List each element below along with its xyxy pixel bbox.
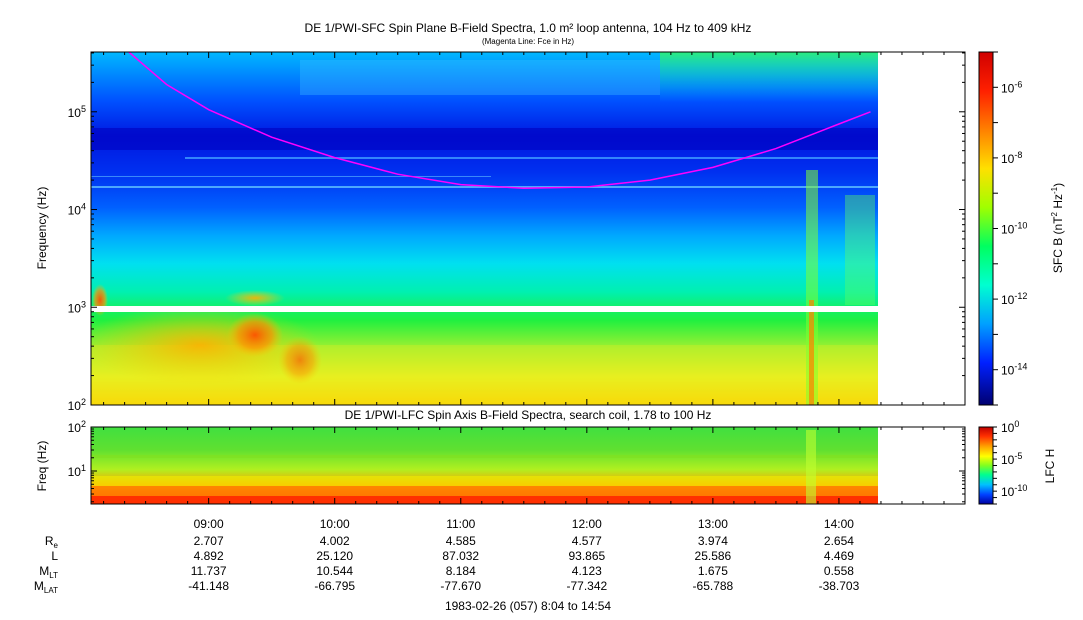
sfc-colorbar-tick-label: 10-10 xyxy=(1001,221,1027,237)
time-caption: 1983-02-26 (057) 8:04 to 14:54 xyxy=(445,599,611,613)
ephemeris-value: 4.002 xyxy=(320,534,350,548)
lfc-colorbar-label: LFC H xyxy=(1043,449,1057,484)
time-axis-labels: 09:00 10:00 11:00 12:00 13:00 14:00 xyxy=(194,517,855,531)
sfc-y-tick-labels: 102 103 104 105 xyxy=(68,104,86,413)
sfc-emission-tail xyxy=(278,336,322,384)
lfc-y-tick-label: 102 xyxy=(68,419,86,435)
sfc-title: DE 1/PWI-SFC Spin Plane B-Field Spectra,… xyxy=(305,21,752,35)
sfc-hf-band-streaks xyxy=(300,60,660,95)
sfc-emission-upper xyxy=(225,290,285,306)
sfc-y-tick-label: 105 xyxy=(68,104,86,120)
sfc-colorbar-ticks: 10-6 10-8 10-10 10-12 10-14 xyxy=(993,51,1027,406)
time-tick-label: 10:00 xyxy=(320,517,350,531)
sfc-y-ticks xyxy=(91,52,965,406)
fce-line xyxy=(128,52,871,190)
lfc-colorbar-tick-label: 100 xyxy=(1001,419,1019,435)
ephemeris-value: 8.184 xyxy=(446,564,476,578)
ephemeris-value: 4.892 xyxy=(194,549,224,563)
lfc-band-yellow xyxy=(91,476,878,486)
sfc-hf-band-green xyxy=(660,52,878,102)
sfc-line-2 xyxy=(91,186,878,188)
sfc-y-tick-label: 102 xyxy=(68,397,86,413)
sfc-line-1 xyxy=(185,157,878,159)
ephemeris-value: 1.675 xyxy=(698,564,728,578)
sfc-burst-core xyxy=(809,300,814,405)
sfc-spectrogram xyxy=(91,52,878,405)
sfc-line-3 xyxy=(91,176,491,177)
ephemeris-value: 0.558 xyxy=(824,564,854,578)
ephemeris-value: 87.032 xyxy=(442,549,479,563)
ephemeris-value: 4.469 xyxy=(824,549,854,563)
ephemeris-value: 25.120 xyxy=(316,549,353,563)
ephemeris-value: 4.123 xyxy=(572,564,602,578)
sfc-colorbar-tick-label: 10-12 xyxy=(1001,291,1027,307)
lfc-colorbar-tick-label: 10-10 xyxy=(1001,483,1027,499)
ephemeris-value: 2.654 xyxy=(824,534,854,548)
lfc-colorbar-tick-label: 10-5 xyxy=(1001,451,1022,467)
ephemeris-value: 10.544 xyxy=(316,564,353,578)
ephemeris-row-label: MLAT xyxy=(34,579,58,595)
ephemeris-value: 93.865 xyxy=(568,549,605,563)
lfc-y-tick-labels: 101 102 xyxy=(68,419,86,479)
ephemeris-value: -38.703 xyxy=(819,579,860,593)
sfc-subtitle: (Magenta Line: Fce in Hz) xyxy=(482,37,574,46)
lfc-colorbar-ticks: 100 10-5 10-10 xyxy=(993,419,1027,505)
sfc-dark-band xyxy=(91,128,878,150)
sfc-gap xyxy=(91,306,878,312)
lfc-title: DE 1/PWI-LFC Spin Axis B-Field Spectra, … xyxy=(345,408,712,422)
sfc-y-tick-label: 103 xyxy=(68,299,86,315)
sfc-y-tick-label: 104 xyxy=(68,202,86,218)
ephemeris-row-label: MLT xyxy=(39,564,58,580)
time-tick-label: 13:00 xyxy=(698,517,728,531)
ephemeris-value: -77.670 xyxy=(440,579,481,593)
sfc-colorbar-tick-label: 10-6 xyxy=(1001,79,1022,95)
lfc-spectrogram xyxy=(91,427,878,504)
ephemeris-value: 25.586 xyxy=(695,549,732,563)
time-tick-label: 11:00 xyxy=(446,517,475,531)
lfc-band-orange xyxy=(91,486,878,496)
lfc-ylabel: Freq (Hz) xyxy=(35,441,49,492)
ephemeris-value: 4.577 xyxy=(572,534,602,548)
ephemeris-value: -41.148 xyxy=(188,579,229,593)
sfc-ylabel: Frequency (Hz) xyxy=(35,187,49,270)
ephemeris-value: -65.788 xyxy=(693,579,734,593)
ephemeris-row-label: L xyxy=(51,549,58,563)
time-tick-label: 09:00 xyxy=(194,517,224,531)
sfc-colorbar-label: SFC B (nT2 Hz-1) xyxy=(1050,183,1065,273)
ephemeris-row-label: Re xyxy=(45,534,59,550)
sfc-burst-right xyxy=(845,195,875,305)
sfc-colorbar-tick-label: 10-8 xyxy=(1001,150,1022,166)
lfc-frame xyxy=(90,426,966,505)
sfc-frame xyxy=(90,51,966,406)
lfc-burst xyxy=(806,430,816,504)
lfc-colorbar xyxy=(978,426,994,505)
ephemeris-value: 4.585 xyxy=(446,534,476,548)
lfc-stripe xyxy=(91,455,878,458)
sfc-emission-core xyxy=(227,313,283,357)
time-axis-ticks xyxy=(103,52,966,504)
ephemeris-value: 2.707 xyxy=(194,534,224,548)
time-tick-label: 14:00 xyxy=(824,517,854,531)
ephemeris-value: 3.974 xyxy=(698,534,728,548)
lfc-band-red xyxy=(91,496,878,504)
ephemeris-value: 11.737 xyxy=(191,564,227,578)
ephemeris-table: Re 2.707 4.002 4.585 4.577 3.974 2.654 L 4.892 25… xyxy=(34,534,860,595)
time-tick-label: 12:00 xyxy=(572,517,602,531)
ephemeris-value: -66.795 xyxy=(314,579,355,593)
lfc-y-tick-label: 101 xyxy=(68,463,86,479)
sfc-colorbar-tick-label: 10-14 xyxy=(1001,362,1027,378)
ephemeris-value: -77.342 xyxy=(566,579,607,593)
sfc-colorbar xyxy=(978,51,994,406)
